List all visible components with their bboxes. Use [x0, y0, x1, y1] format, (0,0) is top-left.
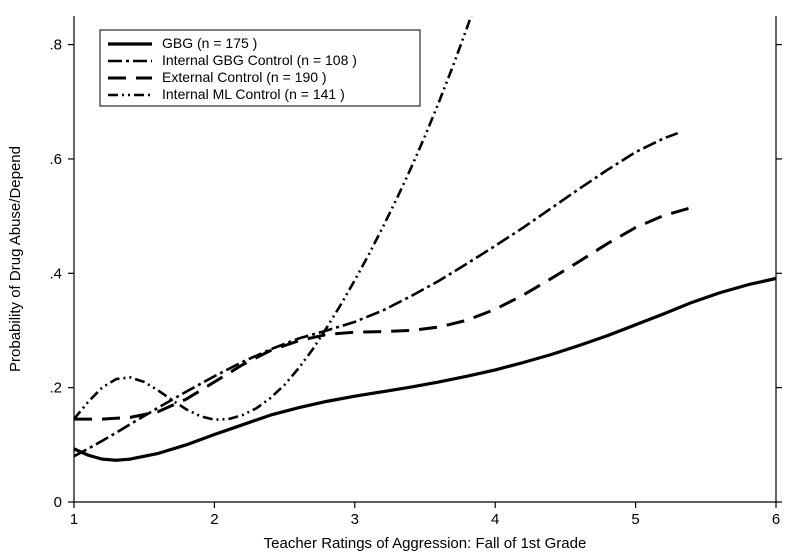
x-tick-label: 5: [631, 511, 639, 528]
x-tick-label: 6: [772, 511, 780, 528]
y-tick-label: .4: [49, 265, 62, 282]
x-axis-label: Teacher Ratings of Aggression: Fall of 1…: [264, 535, 587, 552]
x-tick-label: 3: [351, 511, 359, 528]
legend-label: Internal GBG Control (n = 108 ): [162, 52, 357, 68]
x-tick-label: 2: [210, 511, 218, 528]
y-axis-label: Probability of Drug Abuse/Depend: [7, 146, 24, 372]
y-tick-label: .8: [49, 37, 62, 54]
y-tick-label: .2: [49, 380, 62, 397]
y-tick-label: .6: [49, 151, 62, 168]
probability-line-chart: 1 2 3 4 5 6 0 .2 .4 .6 .8 Teacher Ratings of Aggres…: [0, 0, 800, 558]
chart-container: 1 2 3 4 5 6 0 .2 .4 .6 .8 Teacher Ratings of Aggres…: [0, 0, 800, 558]
legend-label: GBG (n = 175 ): [162, 35, 257, 51]
legend-label: External Control (n = 190 ): [162, 69, 327, 85]
legend-label: Internal ML Control (n = 141 ): [162, 86, 345, 102]
x-tick-label: 1: [70, 511, 78, 528]
y-tick-label: 0: [54, 494, 62, 511]
x-tick-label: 4: [491, 511, 499, 528]
